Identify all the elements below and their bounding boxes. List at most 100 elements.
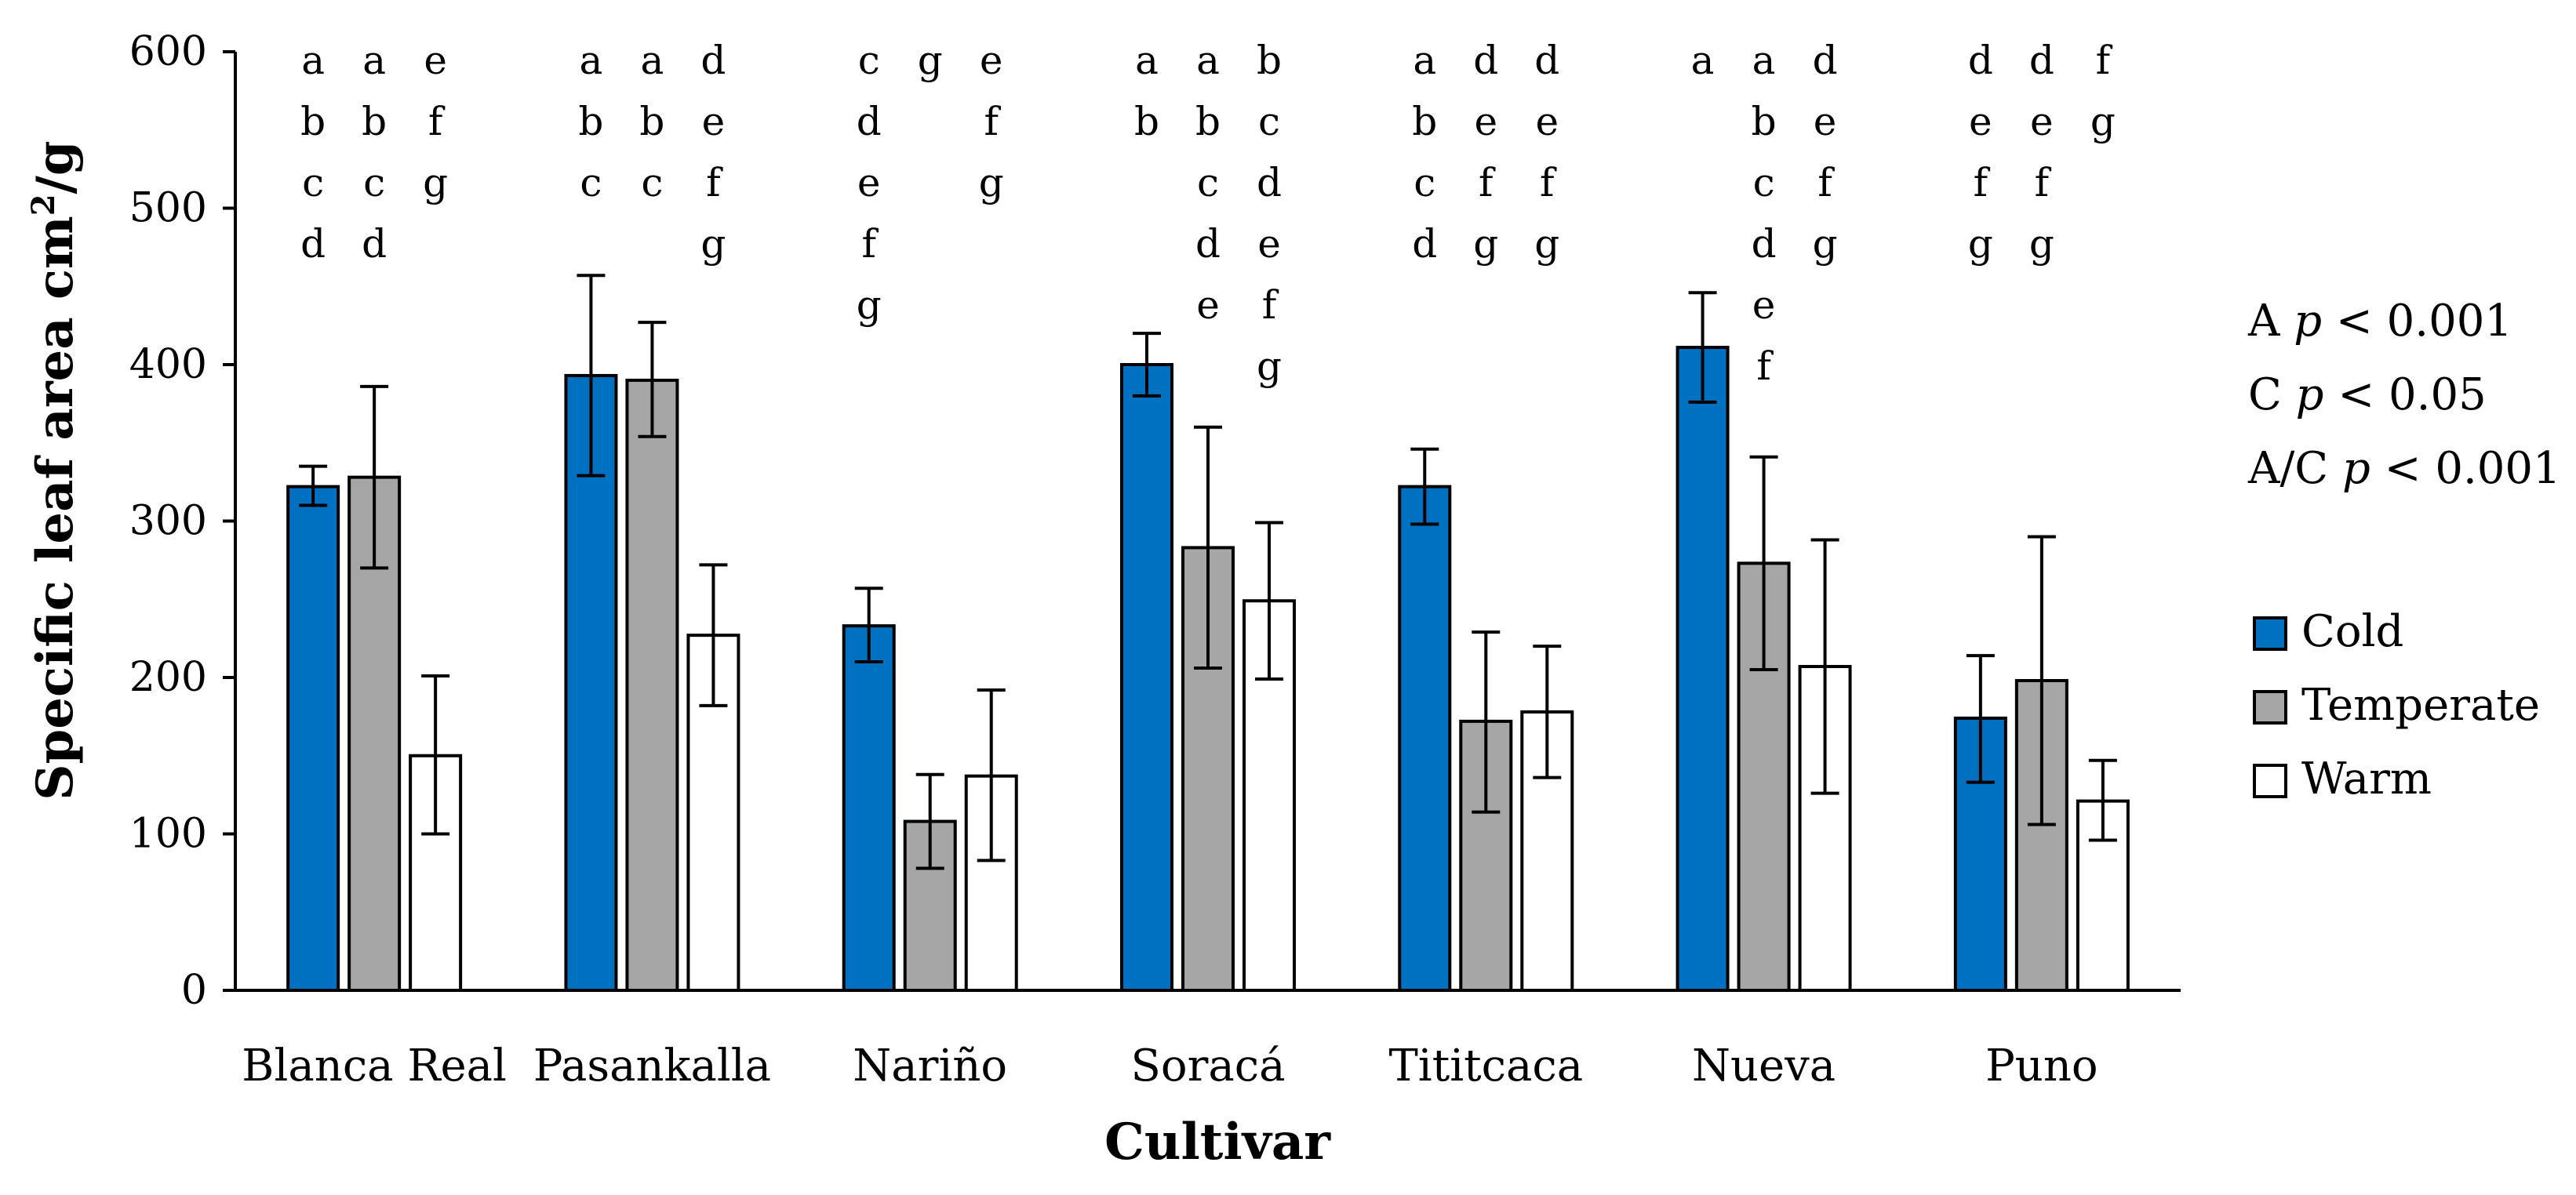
significance-letter: b bbox=[1257, 38, 1282, 83]
significance-letter: a bbox=[301, 38, 325, 83]
significance-letter: g bbox=[1968, 221, 1993, 267]
significance-letter: g bbox=[1534, 221, 1559, 267]
significance-letter: g bbox=[979, 160, 1004, 205]
significance-letter: f bbox=[1817, 160, 1835, 205]
significance-letter: c bbox=[1414, 160, 1435, 205]
bars bbox=[286, 274, 2130, 993]
bar-cold bbox=[286, 485, 340, 992]
bar-temperate bbox=[625, 378, 679, 992]
significance-letter: g bbox=[423, 160, 448, 205]
significance-letter: c bbox=[858, 38, 880, 83]
significance-letter: b bbox=[639, 99, 664, 144]
significance-letter: b bbox=[578, 99, 603, 144]
legend-swatch-warm bbox=[2253, 764, 2287, 798]
significance-letter: b bbox=[1752, 99, 1777, 144]
significance-letter: d bbox=[857, 99, 882, 144]
significance-letter: g bbox=[700, 221, 726, 267]
significance-letter: a bbox=[1135, 38, 1159, 83]
significance-letter: c bbox=[1753, 160, 1775, 205]
y-tick-label: 200 bbox=[129, 654, 207, 701]
stats-threshold: < 0.05 bbox=[2324, 369, 2487, 420]
bar-cold bbox=[1120, 363, 1173, 992]
stats-p: p bbox=[2294, 296, 2322, 347]
significance-letter: d bbox=[1534, 38, 1559, 83]
stats-line: A/C p < 0.001 bbox=[2247, 443, 2561, 494]
significance-letter: a bbox=[1752, 38, 1776, 83]
significance-letter: g bbox=[1257, 343, 1282, 389]
significance-letter: d bbox=[1412, 221, 1437, 267]
y-axis-label-sup: 2 bbox=[25, 194, 62, 216]
x-tick-label: Tititcaca bbox=[1388, 1041, 1583, 1091]
significance-letter: c bbox=[1258, 99, 1280, 144]
significance-letter: e bbox=[424, 38, 447, 83]
stats-threshold: < 0.001 bbox=[2370, 443, 2561, 494]
y-axis-label: Specific leaf area cm2/g bbox=[25, 140, 86, 800]
x-axis-label: Cultivar bbox=[1104, 1113, 1331, 1171]
bar-cold bbox=[1398, 485, 1452, 992]
significance-letter: g bbox=[918, 38, 943, 83]
significance-letter: e bbox=[1196, 282, 1220, 328]
significance-letter: c bbox=[641, 160, 663, 205]
stats-annotations: A p < 0.001 C p < 0.05 A/C p < 0.001 bbox=[2247, 296, 2561, 494]
legend-label-cold: Cold bbox=[2301, 606, 2403, 657]
significance-letter: d bbox=[1968, 38, 1993, 83]
significance-letter: d bbox=[2029, 38, 2054, 83]
significance-letter: e bbox=[702, 99, 726, 144]
significance-letter: f bbox=[1479, 160, 1496, 205]
significance-letter: f bbox=[706, 160, 723, 205]
stats-threshold: < 0.001 bbox=[2322, 296, 2512, 347]
legend-swatch-cold bbox=[2253, 616, 2287, 651]
significance-letter: g bbox=[857, 282, 882, 328]
significance-letter: b bbox=[362, 99, 387, 144]
significance-letter: d bbox=[700, 38, 726, 83]
significance-letter: f bbox=[428, 99, 446, 144]
significance-letter: a bbox=[1196, 38, 1220, 83]
significance-letter: f bbox=[1540, 160, 1557, 205]
significance-letter: d bbox=[1752, 221, 1777, 267]
significance-letter: a bbox=[362, 38, 386, 83]
bar-cold bbox=[842, 624, 896, 992]
significance-letter: c bbox=[1197, 160, 1219, 205]
x-tick-label: Soracá bbox=[1131, 1041, 1286, 1091]
significance-letter: e bbox=[1474, 99, 1497, 144]
y-tick-label: 600 bbox=[129, 28, 207, 75]
significance-letter: b bbox=[300, 99, 326, 144]
significance-letter: b bbox=[1195, 99, 1221, 144]
significance-letter: a bbox=[1691, 38, 1715, 83]
stats-factor: C bbox=[2248, 369, 2296, 420]
bar-cold bbox=[1675, 346, 1730, 992]
y-axis-label-tail: /g bbox=[26, 140, 85, 194]
significance-letter: a bbox=[580, 38, 603, 83]
x-tick-label: Blanca Real bbox=[242, 1041, 507, 1091]
y-tick-label: 100 bbox=[129, 811, 207, 858]
stats-line: A p < 0.001 bbox=[2247, 296, 2512, 347]
legend-swatch-temperate bbox=[2253, 690, 2287, 725]
significance-letter: e bbox=[1969, 99, 1992, 144]
stats-line: C p < 0.05 bbox=[2248, 369, 2487, 420]
significance-letter: e bbox=[1814, 99, 1837, 144]
significance-letter: f bbox=[2096, 38, 2113, 83]
legend-label-warm: Warm bbox=[2301, 754, 2432, 805]
significance-letter: f bbox=[1974, 160, 1991, 205]
significance-letter: f bbox=[1756, 343, 1774, 389]
significance-letter: g bbox=[2029, 221, 2054, 267]
significance-letter: d bbox=[300, 221, 326, 267]
significance-letter: e bbox=[980, 38, 1003, 83]
stats-factor: A/C bbox=[2247, 443, 2342, 494]
significance-letter: f bbox=[2035, 160, 2052, 205]
significance-letter: f bbox=[861, 221, 879, 267]
axes: 0 100 200 300 400 500 600 Blanca Real Pasankalla… bbox=[129, 28, 2181, 1091]
significance-letter: e bbox=[1752, 282, 1776, 328]
significance-letter: b bbox=[1134, 99, 1159, 144]
significance-letter: e bbox=[857, 160, 881, 205]
bar-temperate bbox=[347, 475, 402, 992]
significance-letter: g bbox=[2090, 99, 2116, 144]
y-tick-label: 500 bbox=[129, 185, 207, 232]
significance-letter: g bbox=[1473, 221, 1498, 267]
significance-letter: c bbox=[302, 160, 324, 205]
significance-letter: e bbox=[2030, 99, 2054, 144]
y-tick-label: 400 bbox=[129, 341, 207, 388]
significance-letter: g bbox=[1813, 221, 1838, 267]
